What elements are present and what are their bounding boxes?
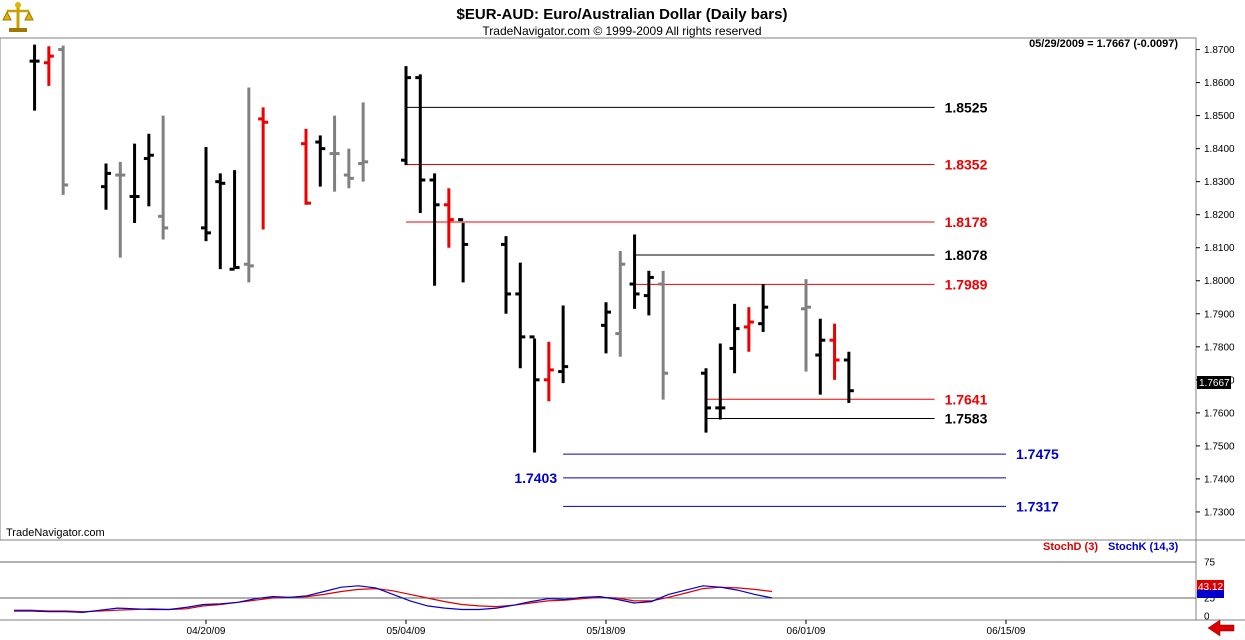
ohlc-bar	[343, 148, 354, 189]
ohlc-bar	[301, 128, 311, 205]
ohlc-bar	[758, 284, 769, 332]
y-tick-label: 1.8600	[1204, 78, 1235, 89]
x-tick-label: 05/04/09	[387, 626, 426, 637]
y-tick-label: 1.8000	[1204, 276, 1235, 287]
ohlc-bar	[101, 163, 111, 210]
ohlc-bar	[615, 251, 626, 357]
red-left-arrow-icon[interactable]	[1207, 619, 1235, 637]
ohlc-bar	[658, 270, 669, 400]
watermark-text: TradeNavigator.com	[6, 527, 105, 539]
level-label: 1.7403	[514, 470, 557, 486]
last-price-badge: 1.7667	[1197, 376, 1231, 389]
chart-title: $EUR-AUD: Euro/Australian Dollar (Daily …	[457, 6, 788, 23]
ohlc-bar	[115, 161, 126, 258]
stoch-value-label: 43.12	[1198, 582, 1223, 593]
ohlc-bar	[243, 87, 254, 283]
ohlc-bar	[329, 115, 340, 192]
stoch-tick-label: 25	[1204, 594, 1216, 605]
ohlc-bar	[715, 343, 726, 420]
gold-scales-icon	[2, 2, 34, 32]
ohlc-bar	[415, 74, 426, 214]
y-tick-label: 1.7300	[1204, 507, 1235, 518]
ohlc-bar	[401, 66, 411, 166]
y-tick-label: 1.8400	[1204, 144, 1235, 155]
copyright-text: TradeNavigator.com © 1999-2009 All right…	[482, 24, 761, 38]
level-label: 1.7475	[1016, 446, 1059, 462]
level-label: 1.7583	[945, 410, 988, 426]
y-tick-label: 1.8300	[1204, 177, 1235, 188]
y-tick-label: 1.7900	[1204, 309, 1235, 320]
ohlc-bar	[843, 351, 854, 403]
ohlc-bar	[58, 45, 69, 195]
ohlc-bar	[801, 279, 811, 372]
ohlc-bar	[458, 218, 469, 283]
ohlc-bar	[543, 341, 554, 402]
ohlc-bar	[129, 143, 140, 223]
level-label: 1.7641	[945, 391, 988, 407]
x-tick-label: 04/20/09	[187, 626, 226, 637]
ohlc-bar	[701, 368, 711, 433]
stochk-line	[14, 585, 773, 614]
ohlc-bar	[143, 133, 154, 207]
y-tick-label: 1.7400	[1204, 474, 1235, 485]
y-tick-label: 1.8100	[1204, 243, 1235, 254]
level-label: 1.8525	[945, 99, 988, 115]
ohlc-bar	[158, 115, 169, 240]
price-y-axis: 1.73001.74001.75001.76001.77001.78001.79…	[1196, 45, 1235, 518]
last-quote-text: 05/29/2009 = 1.7667 (-0.0097)	[1029, 38, 1178, 50]
level-label: 1.7317	[1016, 498, 1059, 514]
legend-stochk: StochK (14,3)	[1108, 541, 1179, 553]
ohlc-bar	[443, 188, 454, 248]
ohlc-bar	[729, 303, 740, 374]
stoch-tick-label: 75	[1204, 558, 1216, 569]
y-tick-label: 1.7500	[1204, 441, 1235, 452]
stoch-tick-label: 0	[1204, 612, 1210, 623]
ohlc-bar	[258, 107, 269, 230]
x-tick-label: 06/01/09	[787, 626, 826, 637]
ohlc-bar	[29, 44, 40, 111]
ohlc-bar	[229, 170, 240, 271]
date-x-axis: 04/20/09 05/04/09 05/18/09 06/01/09 06/15/09	[187, 620, 1026, 637]
level-label: 1.8352	[945, 156, 988, 172]
ohlc-bar	[429, 173, 440, 286]
x-tick-label: 06/15/09	[987, 626, 1026, 637]
ohlc-bar	[829, 323, 840, 380]
y-tick-label: 1.8200	[1204, 210, 1235, 221]
ohlc-bar	[43, 46, 54, 86]
ohlc-bar	[643, 270, 654, 316]
ohlc-bar	[515, 262, 526, 369]
y-tick-label: 1.7600	[1204, 408, 1235, 419]
level-label: 1.7989	[945, 276, 988, 292]
stochastic-panel: 75 25 0	[0, 558, 1216, 623]
ohlc-bar	[743, 307, 754, 352]
ohlc-bar	[358, 102, 369, 182]
ohlc-bar	[215, 173, 226, 270]
price-levels: 1.8525 1.8352 1.8178 1.8078 1.7989 1.7641 1.75…	[406, 99, 1059, 514]
x-tick-label: 05/18/09	[587, 626, 626, 637]
level-label: 1.8178	[945, 214, 988, 230]
price-bars	[29, 44, 854, 453]
ohlc-bar	[629, 234, 640, 309]
ohlc-bar	[501, 236, 511, 314]
y-tick-label: 1.7800	[1204, 342, 1235, 353]
ohlc-bar	[558, 305, 569, 384]
price-panel	[0, 37, 1197, 541]
y-tick-label: 1.8700	[1204, 45, 1235, 56]
last-price-label: 1.7667	[1199, 378, 1230, 389]
ohlc-bar	[601, 302, 611, 354]
y-tick-label: 1.8500	[1204, 111, 1235, 122]
ohlc-bar	[815, 318, 826, 395]
ohlc-bar	[201, 146, 211, 242]
level-label: 1.8078	[945, 247, 988, 263]
stoch-value-badge: 43.12	[1197, 580, 1224, 598]
ohlc-bar	[315, 135, 326, 187]
ohlc-bar	[529, 335, 540, 453]
legend-stochd: StochD (3)	[1043, 541, 1098, 553]
